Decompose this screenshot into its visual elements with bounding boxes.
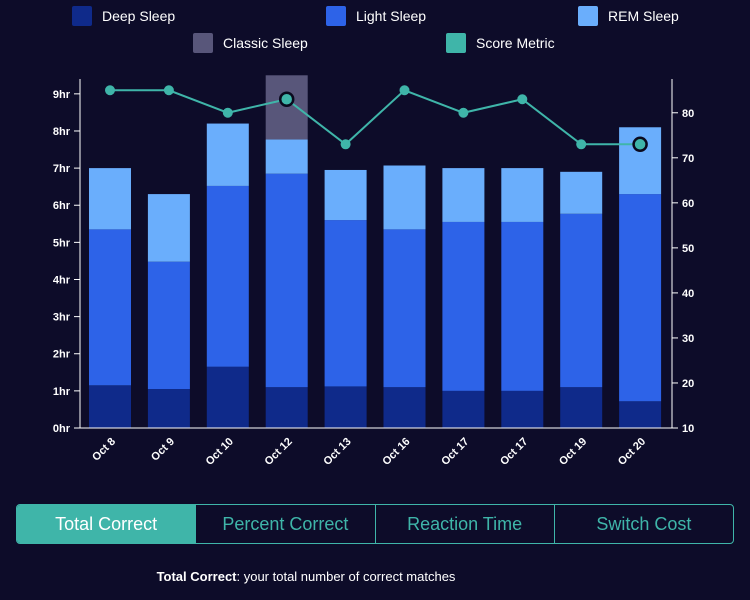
score-point	[163, 85, 174, 96]
right-tick-label: 20	[682, 378, 694, 390]
left-tick-label: 6hr	[53, 200, 71, 212]
bar-deep-sleep	[619, 401, 662, 428]
legend-swatch-4	[446, 33, 466, 53]
bar-light-sleep	[560, 213, 603, 388]
legend-label-4: Score Metric	[476, 35, 555, 51]
right-tick-label: 50	[682, 243, 694, 255]
bar-light-sleep	[501, 221, 544, 391]
left-tick-label: 5hr	[53, 237, 71, 249]
right-tick-label: 40	[682, 288, 694, 300]
x-tick-label: Oct 10	[204, 436, 236, 468]
left-tick-label: 7hr	[53, 163, 71, 175]
legend-label-0: Deep Sleep	[102, 8, 175, 24]
right-tick-label: 30	[682, 333, 694, 345]
left-tick-label: 8hr	[53, 126, 71, 138]
right-tick-label: 80	[682, 108, 694, 120]
bar-light-sleep	[383, 229, 426, 388]
bar-deep-sleep	[265, 387, 308, 428]
bar-rem-sleep	[560, 171, 603, 214]
score-line	[110, 89, 641, 146]
left-tick-label: 1hr	[53, 386, 71, 398]
legend-label-3: Classic Sleep	[223, 35, 308, 51]
score-point	[458, 107, 469, 118]
legend-swatch-3	[193, 33, 213, 53]
legend-swatch-1	[326, 6, 346, 26]
score-point	[105, 85, 115, 96]
bar-deep-sleep	[501, 390, 544, 428]
bar-deep-sleep	[383, 387, 426, 428]
metric-tabs: Total Correct Percent Correct Reaction T…	[16, 504, 734, 544]
bar-deep-sleep	[324, 386, 367, 428]
bar-rem-sleep	[89, 168, 131, 230]
bar-light-sleep	[619, 194, 662, 402]
legend-swatch-2	[578, 6, 598, 26]
right-tick-label: 60	[682, 198, 694, 210]
bar-deep-sleep	[89, 385, 131, 428]
x-tick-label: Oct 12	[263, 436, 295, 468]
bar-rem-sleep	[147, 194, 190, 262]
x-tick-label: Oct 17	[439, 436, 471, 468]
tab-total-correct[interactable]: Total Correct	[17, 505, 196, 543]
bar-rem-sleep	[265, 139, 308, 174]
x-tick-label: Oct 16	[380, 436, 412, 468]
bar-light-sleep	[442, 221, 485, 391]
legend-label-1: Light Sleep	[356, 8, 426, 24]
bar-rem-sleep	[442, 168, 485, 222]
x-tick-label: Oct 20	[616, 436, 648, 468]
score-point-highlighted	[278, 91, 295, 108]
bar-light-sleep	[147, 261, 190, 390]
score-point	[399, 85, 410, 96]
bar-classic-sleep	[265, 75, 308, 140]
bar-light-sleep	[265, 173, 308, 388]
bar-light-sleep	[324, 220, 367, 387]
right-tick-label: 70	[682, 153, 694, 165]
left-tick-label: 9hr	[53, 89, 71, 101]
description-term: Total Correct	[156, 569, 237, 584]
legend-swatch-0	[72, 6, 92, 26]
bar-deep-sleep	[206, 366, 249, 428]
bar-deep-sleep	[147, 389, 190, 428]
x-tick-label: Oct 17	[498, 436, 530, 468]
x-tick-label: Oct 8	[90, 436, 118, 464]
left-tick-label: 0hr	[53, 423, 71, 435]
left-tick-label: 3hr	[53, 312, 71, 324]
left-tick-label: 2hr	[53, 349, 71, 361]
bar-rem-sleep	[324, 169, 367, 221]
sleep-chart: Deep Sleep Light Sleep REM Sleep Classic Sl…	[53, 6, 694, 468]
bar-deep-sleep	[560, 387, 603, 428]
bar-light-sleep	[206, 185, 249, 367]
left-tick-label: 4hr	[53, 274, 71, 286]
legend-label-2: REM Sleep	[608, 8, 679, 24]
bar-rem-sleep	[206, 123, 249, 186]
right-tick-label: 10	[682, 423, 694, 435]
bar-rem-sleep	[383, 165, 426, 230]
score-point-highlighted	[632, 136, 648, 153]
score-point	[576, 139, 587, 150]
x-tick-label: Oct 13	[321, 436, 353, 468]
metric-description: Total Correct: your total number of corr…	[0, 569, 612, 584]
tab-percent-correct[interactable]: Percent Correct	[195, 505, 374, 543]
score-point	[340, 139, 351, 150]
tab-switch-cost[interactable]: Switch Cost	[553, 505, 733, 543]
bar-deep-sleep	[442, 390, 485, 428]
description-text: : your total number of correct matches	[236, 569, 456, 584]
x-tick-label: Oct 9	[149, 436, 177, 464]
tab-reaction-time[interactable]: Reaction Time	[374, 505, 554, 543]
bar-rem-sleep	[501, 168, 544, 222]
score-point	[222, 107, 233, 118]
score-point	[517, 94, 528, 105]
bar-light-sleep	[89, 229, 131, 386]
x-tick-label: Oct 19	[557, 436, 589, 468]
